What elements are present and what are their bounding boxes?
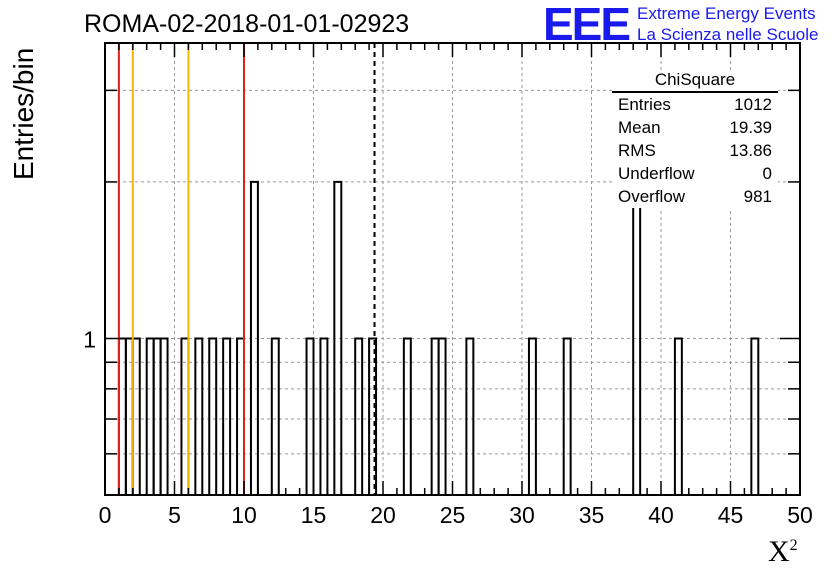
x-tick-label: 0	[99, 502, 112, 528]
stats-box: ChiSquare Entries 1012 Mean 19.39 RMS 13.86…	[612, 70, 778, 208]
chart-title: ROMA-02-2018-01-01-02923	[84, 10, 410, 38]
histogram-bar	[354, 337, 364, 495]
y-tick-label: 1	[83, 326, 96, 352]
grid-lines	[105, 43, 800, 495]
x-tick-label: 25	[440, 502, 466, 528]
stats-label: Underflow	[618, 164, 695, 183]
logo-text-line2: La Scienza nelle Scuole	[637, 25, 819, 44]
histogram-bar	[319, 337, 329, 495]
stats-row-mean: Mean 19.39	[612, 116, 778, 139]
stats-value: 19.39	[729, 118, 772, 137]
x-tick-label: 40	[648, 502, 674, 528]
y-axis-label: Entries/bin	[8, 47, 39, 180]
stats-title: ChiSquare	[612, 70, 778, 93]
stats-value: 981	[743, 187, 772, 206]
histogram-bar	[465, 337, 475, 495]
histogram-bar	[333, 180, 343, 495]
logo-text-line1: Extreme Energy Events	[637, 4, 816, 23]
histogram-bar	[673, 337, 683, 495]
histogram-bar	[159, 337, 169, 495]
x-tick-label: 30	[509, 502, 535, 528]
stats-row-rms: RMS 13.86	[612, 139, 778, 162]
marker-lines	[117, 43, 376, 495]
histogram-bar	[208, 337, 218, 495]
stats-row-underflow: Underflow 0	[612, 162, 778, 185]
x-tick-label: 50	[787, 502, 813, 528]
x-tick-label: 10	[231, 502, 257, 528]
histogram-bar	[562, 337, 572, 495]
stats-row-entries: Entries 1012	[612, 93, 778, 116]
eee-logo: EEE	[543, 0, 631, 50]
stats-value: 1012	[734, 95, 772, 114]
x-tick-label: 35	[579, 502, 605, 528]
axis-ticks	[104, 43, 801, 495]
x-tick-label: 45	[718, 502, 744, 528]
stats-row-overflow: Overflow 981	[612, 185, 778, 208]
histogram-bars	[117, 180, 760, 495]
x-tick-label: 5	[168, 502, 181, 528]
histogram-bar	[305, 337, 315, 495]
x-axis-label-superscript: 2	[789, 537, 798, 554]
histogram-bar	[194, 337, 204, 495]
histogram-bar	[402, 337, 412, 495]
stats-label: RMS	[618, 141, 656, 160]
x-axis-label: X2	[768, 535, 798, 569]
histogram-bar	[750, 337, 760, 495]
histogram-bar	[249, 180, 259, 495]
histogram-bar	[527, 337, 537, 495]
stats-value: 0	[762, 164, 772, 183]
histogram-bar	[270, 337, 280, 495]
x-axis-label-text: X	[768, 535, 790, 568]
stats-value: 13.86	[729, 141, 772, 160]
tick-labels: 0 5 10 15 20 25 30 35 40 45 50 1	[83, 326, 813, 528]
histogram-bar	[222, 337, 232, 495]
x-tick-label: 15	[301, 502, 327, 528]
histogram-bar	[368, 337, 378, 495]
stats-label: Entries	[618, 95, 671, 114]
stats-label: Mean	[618, 118, 661, 137]
x-tick-label: 20	[370, 502, 396, 528]
stats-label: Overflow	[618, 187, 686, 206]
histogram-bar	[437, 337, 447, 495]
